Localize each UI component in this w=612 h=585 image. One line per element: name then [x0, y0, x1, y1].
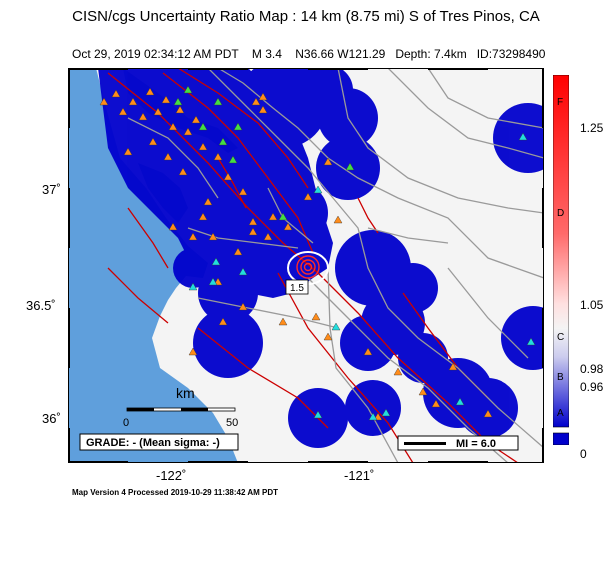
- legend-tick-0: 0: [580, 447, 587, 461]
- scale-unit: km: [176, 385, 195, 401]
- map-title: CISN/cgs Uncertainty Ratio Map : 14 km (…: [72, 8, 540, 25]
- station-markers: [99, 85, 536, 421]
- lat-label-36: 36˚: [42, 411, 61, 426]
- lat-label-36-5: 36.5˚: [26, 298, 56, 313]
- lon-label-121: -121˚: [344, 468, 375, 483]
- event-info: Oct 29, 2019 02:34:12 AM PDT M 3.4 N36.6…: [72, 47, 545, 61]
- uncertainty-map: 1.5: [68, 68, 544, 463]
- lat-label-37: 37˚: [42, 182, 61, 197]
- scale-end: 50: [226, 417, 238, 429]
- legend-tick-0-98: 0.98: [580, 362, 604, 376]
- ocean-area: [68, 68, 238, 463]
- event-id: ID:73298490: [476, 47, 546, 61]
- uncertainty-legend: [553, 75, 569, 445]
- legend-letter-a: A: [557, 408, 564, 419]
- legend-tick-0-96: 0.96: [580, 380, 604, 394]
- uncertainty-coverage: [98, 68, 544, 448]
- event-location: N36.66 W121.29: [295, 47, 386, 61]
- mi-label: MI = 6.0: [456, 438, 496, 450]
- grade-label: GRADE: - (Mean sigma: -): [86, 437, 220, 449]
- legend-tick-1-25: 1.25: [580, 121, 604, 135]
- scale-bar: km 0 50: [123, 385, 238, 429]
- event-date: Oct 29, 2019 02:34:12 AM PDT: [72, 47, 239, 61]
- legend-letter-c: C: [557, 332, 565, 343]
- contour-label: 1.5: [290, 283, 304, 294]
- event-magnitude: M 3.4: [251, 47, 282, 61]
- legend-letter-d: D: [557, 208, 565, 219]
- legend-letter-f: F: [557, 97, 564, 108]
- lon-label-122: -122˚: [156, 468, 187, 483]
- event-depth: Depth: 7.4km: [395, 47, 467, 61]
- legend-letter-b: B: [557, 372, 564, 383]
- scale-start: 0: [123, 417, 129, 429]
- legend-tick-1-05: 1.05: [580, 298, 604, 312]
- map-version-footer: Map Version 4 Processed 2019-10-29 11:38…: [72, 488, 279, 497]
